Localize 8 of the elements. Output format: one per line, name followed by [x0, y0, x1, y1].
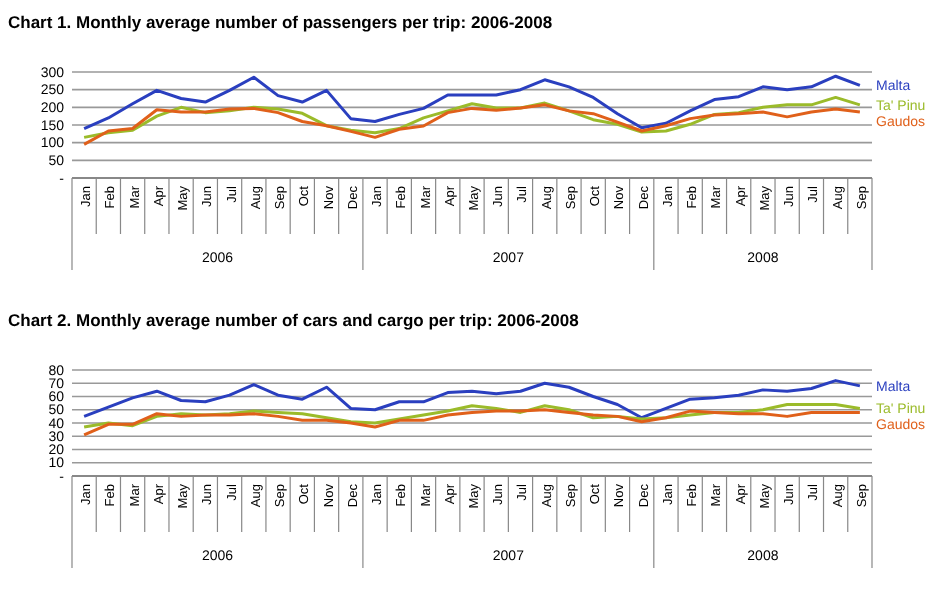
line-series — [82, 95, 862, 139]
line-series — [82, 408, 862, 437]
line-series — [82, 103, 862, 146]
line-series — [82, 74, 862, 131]
line-series — [82, 402, 862, 429]
line-series — [82, 379, 862, 420]
chart-title: Chart 2. Monthly average number of cars and cargo per trip: 2006-2008 — [8, 310, 580, 330]
chart-title: Chart 1. Monthly average number of passengers per trip: 2006-2008 — [8, 12, 553, 32]
